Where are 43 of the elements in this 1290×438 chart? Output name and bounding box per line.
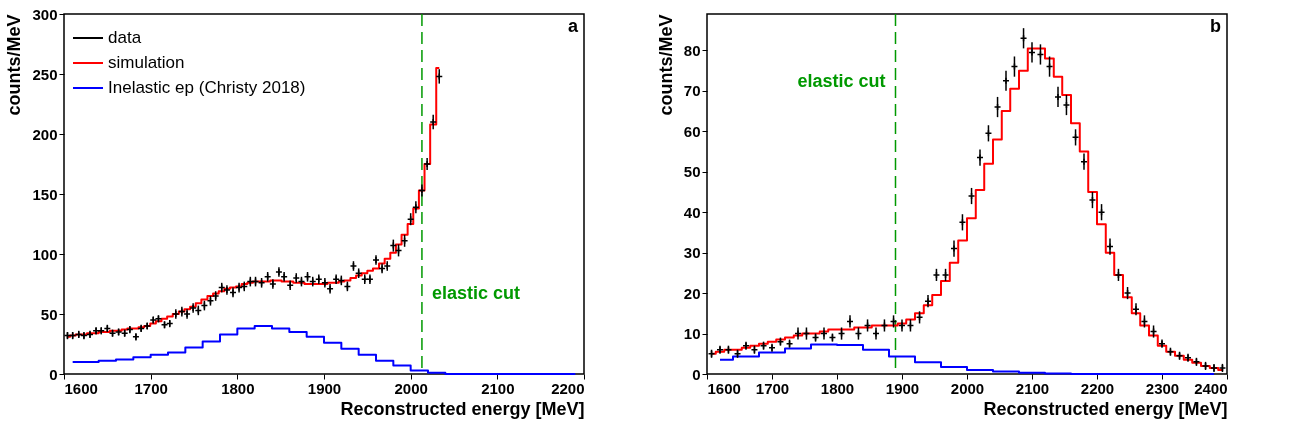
x-tick-label: 2400 — [1194, 379, 1228, 397]
y-tick-label: 200 — [32, 125, 58, 143]
y-axis-title: counts/MeV — [4, 14, 25, 116]
ref-line-label: elastic cut — [797, 71, 886, 91]
y-tick-label: 40 — [683, 203, 701, 221]
x-tick-label: 1700 — [755, 379, 790, 397]
legend-label: simulation — [108, 53, 185, 72]
y-tick-label: 80 — [683, 41, 701, 59]
legend-label: Inelastic ep (Christy 2018) — [108, 78, 306, 97]
x-tick-label: 2200 — [1080, 379, 1115, 397]
ref-line-label: elastic cut — [431, 283, 520, 303]
x-tick-label: 1600 — [64, 379, 98, 397]
y-tick-label: 50 — [683, 163, 701, 181]
y-axis-title: counts/MeV — [655, 14, 676, 116]
x-tick-label: 1900 — [885, 379, 920, 397]
x-tick-label: 1700 — [134, 379, 168, 397]
y-tick-label: 60 — [683, 122, 701, 140]
y-tick-label: 20 — [683, 284, 701, 302]
legend-label: data — [108, 28, 142, 47]
annotation: b — [1210, 16, 1221, 36]
y-tick-label: 70 — [683, 82, 701, 100]
x-tick-label: 2100 — [1015, 379, 1050, 397]
y-tick-label: 300 — [32, 5, 58, 23]
y-tick-label: 30 — [683, 244, 701, 262]
y-tick-label: 0 — [49, 365, 58, 383]
x-tick-label: 1900 — [307, 379, 342, 397]
y-tick-label: 100 — [32, 245, 58, 263]
x-tick-label: 2300 — [1145, 379, 1180, 397]
y-tick-label: 0 — [692, 365, 701, 383]
y-tick-label: 50 — [40, 305, 58, 323]
x-tick-label: 1800 — [820, 379, 855, 397]
x-tick-label: 2000 — [394, 379, 428, 397]
y-tick-label: 250 — [32, 65, 58, 83]
x-axis-title: Reconstructed energy [MeV] — [983, 398, 1228, 419]
y-tick-label: 150 — [32, 185, 58, 203]
x-tick-label: 1600 — [707, 379, 741, 397]
x-tick-label: 2200 — [551, 379, 585, 397]
y-tick-label: 10 — [683, 325, 701, 343]
annotation: a — [567, 16, 579, 36]
x-tick-label: 2000 — [950, 379, 985, 397]
x-axis-title: Reconstructed energy [MeV] — [340, 398, 585, 419]
x-tick-label: 2100 — [481, 379, 515, 397]
x-tick-label: 1800 — [221, 379, 255, 397]
